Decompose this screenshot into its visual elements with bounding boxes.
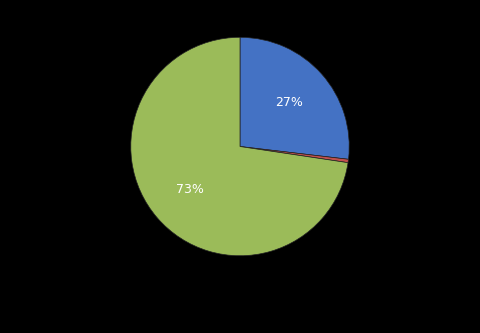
- Wedge shape: [240, 37, 349, 159]
- Wedge shape: [240, 147, 348, 163]
- Text: 73%: 73%: [177, 183, 204, 196]
- Text: 27%: 27%: [275, 97, 303, 110]
- Wedge shape: [131, 37, 348, 256]
